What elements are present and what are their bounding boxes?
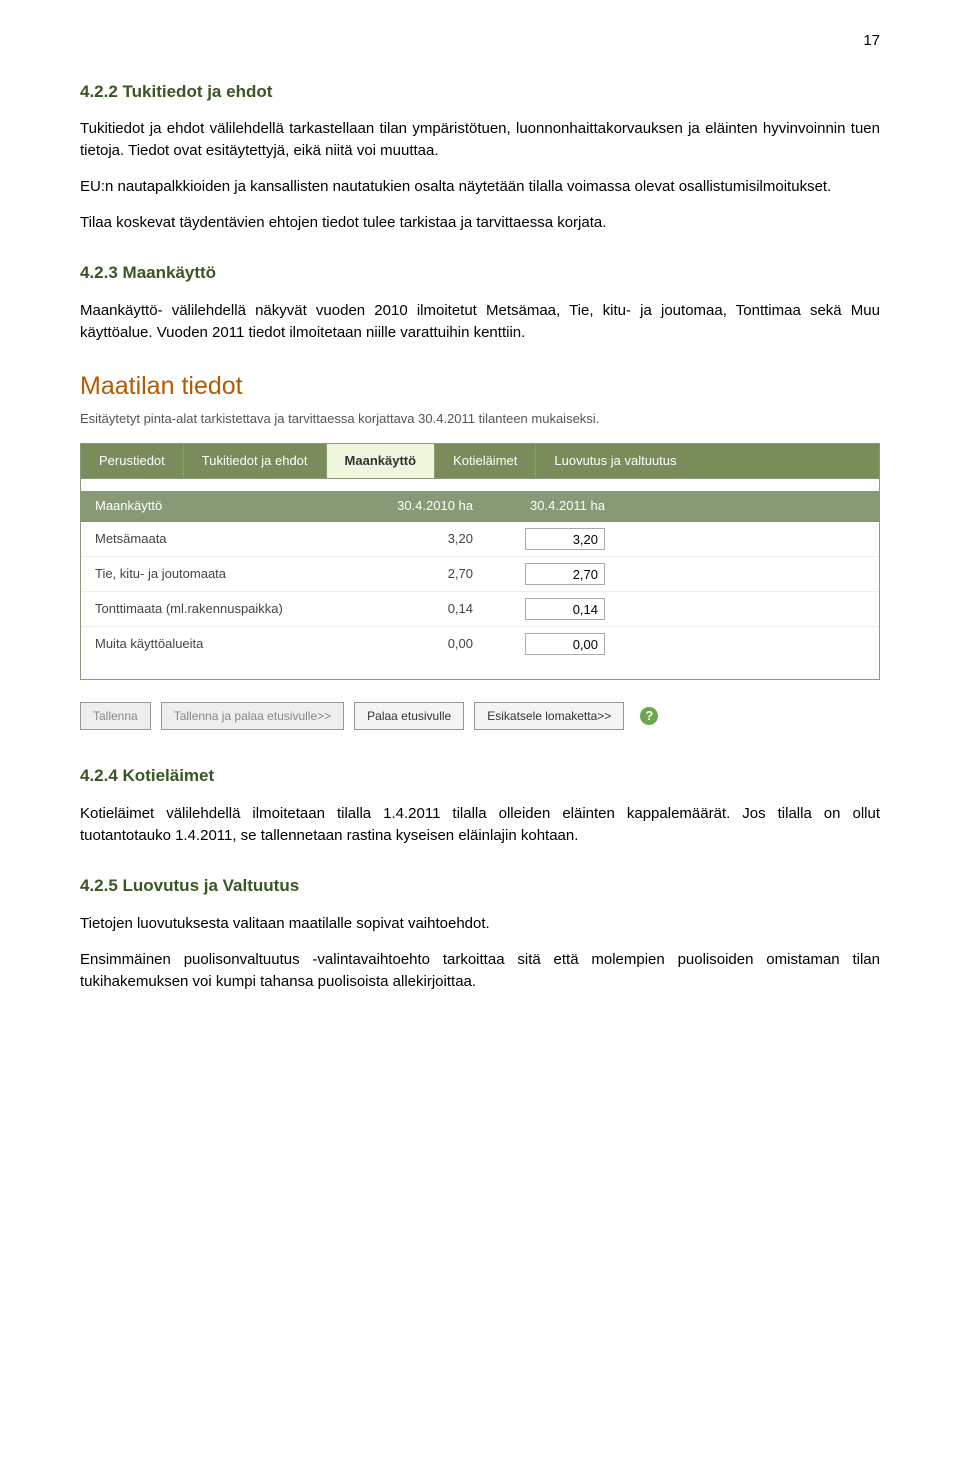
para-425-2: Ensimmäinen puolisonvaltuutus -valintava… bbox=[80, 949, 880, 993]
tab-tukitiedot[interactable]: Tukitiedot ja ehdot bbox=[184, 444, 327, 479]
row-label: Muita käyttöalueita bbox=[95, 635, 365, 654]
row-label: Tie, kitu- ja joutomaata bbox=[95, 565, 365, 584]
row-value-2010: 2,70 bbox=[365, 565, 485, 584]
row-input-2011[interactable] bbox=[525, 633, 605, 655]
heading-424: 4.2.4 Kotieläimet bbox=[80, 764, 880, 789]
tab-perustiedot[interactable]: Perustiedot bbox=[81, 444, 184, 479]
para-422-2: EU:n nautapalkkioiden ja kansallisten na… bbox=[80, 176, 880, 198]
app-subtitle: Esitäytetyt pinta-alat tarkistettava ja … bbox=[80, 410, 880, 429]
heading-425: 4.2.5 Luovutus ja Valtuutus bbox=[80, 874, 880, 899]
table-row: Tonttimaata (ml.rakennuspaikka) 0,14 bbox=[81, 592, 879, 627]
table-panel: Maankäyttö 30.4.2010 ha 30.4.2011 ha Met… bbox=[80, 478, 880, 680]
para-422-3: Tilaa koskevat täydentävien ehtojen tied… bbox=[80, 212, 880, 234]
tab-maankaytto[interactable]: Maankäyttö bbox=[327, 444, 436, 479]
row-input-2011[interactable] bbox=[525, 563, 605, 585]
row-value-2010: 3,20 bbox=[365, 530, 485, 549]
tab-luovutus[interactable]: Luovutus ja valtuutus bbox=[536, 444, 879, 479]
page-number: 17 bbox=[80, 30, 880, 52]
table-row: Tie, kitu- ja joutomaata 2,70 bbox=[81, 557, 879, 592]
app-screenshot: Maatilan tiedot Esitäytetyt pinta-alat t… bbox=[80, 368, 880, 731]
row-input-2011[interactable] bbox=[525, 528, 605, 550]
return-button[interactable]: Palaa etusivulle bbox=[354, 702, 464, 730]
para-423-1: Maankäyttö- välilehdellä näkyvät vuoden … bbox=[80, 300, 880, 344]
save-button[interactable]: Tallenna bbox=[80, 702, 151, 730]
col-2010: 30.4.2010 ha bbox=[365, 497, 485, 516]
heading-423: 4.2.3 Maankäyttö bbox=[80, 261, 880, 286]
row-value-2010: 0,14 bbox=[365, 600, 485, 619]
col-2011: 30.4.2011 ha bbox=[485, 497, 605, 516]
row-value-2010: 0,00 bbox=[365, 635, 485, 654]
tab-kotielaimet[interactable]: Kotieläimet bbox=[435, 444, 536, 479]
col-label: Maankäyttö bbox=[95, 497, 365, 516]
preview-button[interactable]: Esikatsele lomaketta>> bbox=[474, 702, 624, 730]
app-title: Maatilan tiedot bbox=[80, 368, 880, 404]
help-icon[interactable]: ? bbox=[640, 707, 658, 725]
para-425-1: Tietojen luovutuksesta valitaan maatilal… bbox=[80, 913, 880, 935]
table-header-row: Maankäyttö 30.4.2010 ha 30.4.2011 ha bbox=[81, 491, 879, 522]
table-row: Muita käyttöalueita 0,00 bbox=[81, 627, 879, 661]
row-input-2011[interactable] bbox=[525, 598, 605, 620]
save-return-button[interactable]: Tallenna ja palaa etusivulle>> bbox=[161, 702, 344, 730]
row-label: Metsämaata bbox=[95, 530, 365, 549]
para-422-1: Tukitiedot ja ehdot välilehdellä tarkast… bbox=[80, 118, 880, 162]
para-424-1: Kotieläimet välilehdellä ilmoitetaan til… bbox=[80, 803, 880, 847]
tab-bar: Perustiedot Tukitiedot ja ehdot Maankäyt… bbox=[80, 443, 880, 479]
heading-422: 4.2.2 Tukitiedot ja ehdot bbox=[80, 80, 880, 105]
row-label: Tonttimaata (ml.rakennuspaikka) bbox=[95, 600, 365, 619]
button-row: Tallenna Tallenna ja palaa etusivulle>> … bbox=[80, 702, 880, 730]
table-row: Metsämaata 3,20 bbox=[81, 522, 879, 557]
